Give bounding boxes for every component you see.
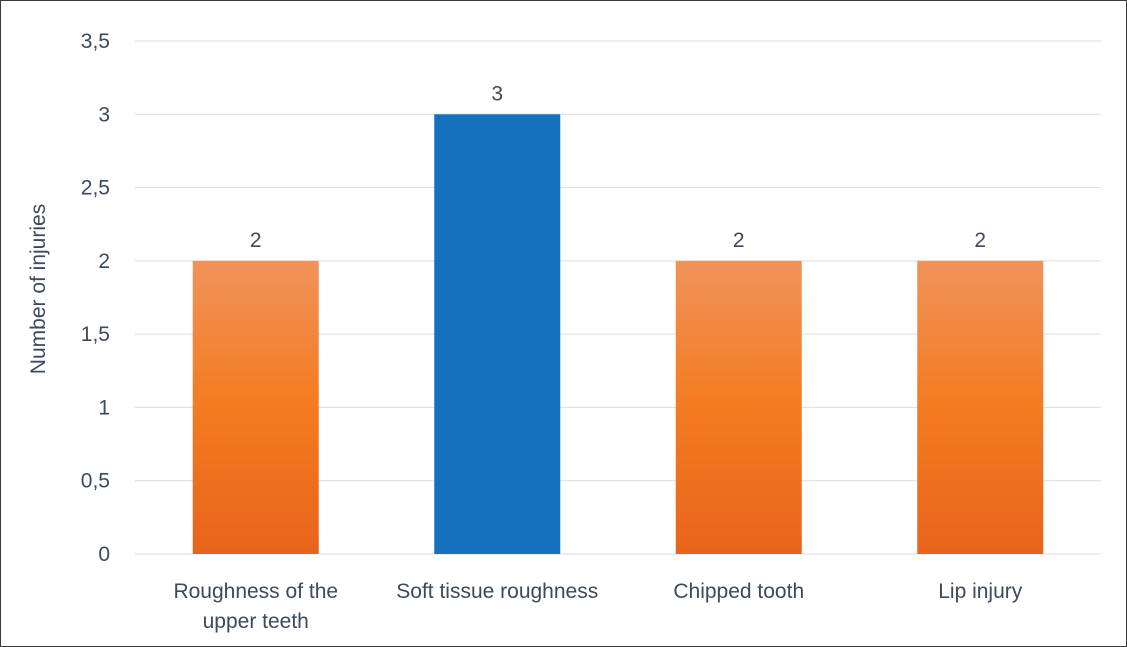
y-tick-label: 2,5 bbox=[81, 177, 110, 200]
bars bbox=[192, 114, 1044, 555]
data-label: 2 bbox=[974, 229, 986, 252]
y-tick-label: 0 bbox=[98, 543, 110, 566]
data-labels: 2 3 2 2 bbox=[250, 82, 986, 252]
category-label: Chipped tooth bbox=[673, 580, 804, 603]
y-tick-label: 3 bbox=[98, 103, 110, 126]
category-label: Soft tissue roughness bbox=[396, 580, 598, 603]
data-label: 2 bbox=[250, 229, 262, 252]
y-axis-ticks: 0 0,5 1 1,5 2 2,5 3 3,5 bbox=[81, 30, 110, 566]
data-label: 2 bbox=[733, 229, 745, 252]
y-axis-title: Number of injuries bbox=[27, 204, 50, 374]
category-label: Roughness of the upper teeth bbox=[173, 580, 338, 633]
category-label: Lip injury bbox=[938, 580, 1023, 603]
y-tick-label: 3,5 bbox=[81, 30, 110, 53]
category-labels: Roughness of the upper teeth Soft tissue r… bbox=[173, 580, 1022, 633]
bar bbox=[917, 260, 1044, 554]
bar bbox=[434, 114, 561, 555]
bar bbox=[675, 260, 802, 554]
y-tick-label: 1 bbox=[98, 396, 110, 419]
y-tick-label: 2 bbox=[98, 250, 110, 273]
data-label: 3 bbox=[491, 82, 503, 105]
bar bbox=[192, 260, 319, 554]
y-tick-label: 1,5 bbox=[81, 323, 110, 346]
y-tick-label: 0,5 bbox=[81, 470, 110, 493]
